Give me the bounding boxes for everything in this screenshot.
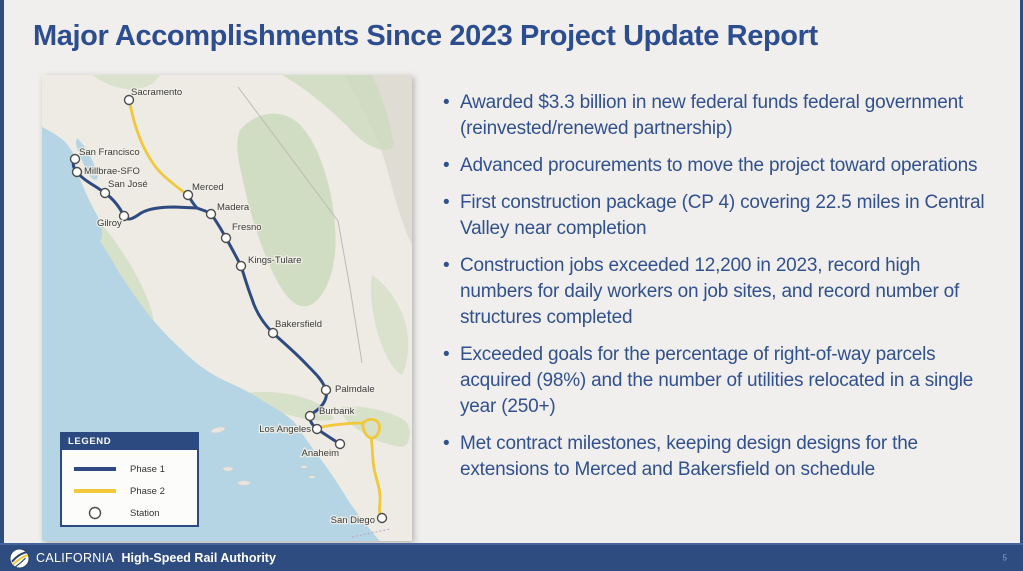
route-phase2-sacramento-merced	[127, 98, 190, 197]
legend-item-phase1: Phase 1	[72, 458, 197, 480]
terrain-green-east	[370, 275, 409, 375]
legend-label: Station	[130, 507, 160, 519]
legend-item-station: Station	[72, 502, 197, 524]
station-marker-fresno	[220, 232, 232, 244]
station-marker-gilroy	[118, 210, 130, 222]
station-marker-merced	[182, 189, 194, 201]
station-marker-madera	[205, 208, 217, 220]
phase2-line-swatch	[74, 489, 116, 493]
station-label: Gilroy	[97, 218, 122, 229]
bullet-item: Met contract milestones, keeping design …	[442, 431, 994, 483]
station-label: Fresno	[232, 222, 262, 233]
left-edge-bar	[0, 0, 4, 571]
station-marker-los-angeles	[311, 423, 323, 435]
terrain-green-north	[92, 75, 160, 90]
chsra-logo-icon	[9, 547, 30, 569]
page-number: 5	[1002, 553, 1007, 563]
bullet-item: First construction package (CP 4) coveri…	[442, 190, 994, 242]
legend-item-phase2: Phase 2	[72, 480, 197, 502]
route-phase2	[127, 98, 384, 520]
station-label: San Diego	[331, 515, 375, 526]
route-phase2-san-diego	[369, 436, 384, 520]
station-marker-san-jose	[99, 187, 111, 199]
accomplishments-list: Awarded $3.3 billion in new federal fund…	[442, 90, 994, 494]
station-label: Bakersfield	[275, 319, 322, 330]
station-label: Sacramento	[131, 87, 182, 98]
brand-california: CALIFORNIA	[36, 551, 115, 565]
station-label: Los Angeles	[259, 424, 311, 435]
california-route-map: Sacramento San Francisco Millbrae-SFO Sa…	[42, 75, 412, 541]
terrain-sierra-nevada	[237, 113, 336, 307]
station-label: San Francisco	[79, 147, 140, 158]
station-marker-bakersfield	[267, 327, 279, 339]
station-labels: Sacramento San Francisco Millbrae-SFO Sa…	[78, 86, 377, 528]
state-border-line	[237, 86, 363, 364]
footer-brand: CALIFORNIA High-Speed Rail Authority	[36, 551, 276, 565]
bullet-item: Awarded $3.3 billion in new federal fund…	[442, 90, 994, 142]
legend-label: Phase 1	[130, 463, 165, 475]
right-edge-bar	[1020, 0, 1023, 571]
station-label: Burbank	[319, 406, 355, 417]
station-markers	[69, 94, 388, 524]
bullet-item: Exceeded goals for the percentage of rig…	[442, 342, 994, 420]
station-marker-palmdale	[320, 384, 332, 396]
legend-title: LEGEND	[62, 434, 197, 450]
station-circle-swatch	[88, 506, 102, 520]
bullet-item: Advanced procurements to move the projec…	[442, 153, 994, 179]
terrain-coastal-range	[97, 223, 154, 328]
station-label: Merced	[192, 182, 224, 193]
channel-islands	[210, 426, 316, 486]
brand-authority: High-Speed Rail Authority	[121, 551, 276, 565]
san-francisco-bay	[76, 138, 98, 180]
mexico-border-line	[351, 528, 391, 538]
footer-bar: CALIFORNIA High-Speed Rail Authority 5	[0, 543, 1023, 571]
station-label: Millbrae-SFO	[84, 166, 140, 177]
route-phase2-la-east	[319, 421, 365, 429]
station-marker-sacramento	[123, 94, 135, 106]
station-label: Anaheim	[302, 448, 340, 459]
station-marker-san-diego	[376, 512, 388, 524]
station-label: Palmdale	[335, 384, 375, 395]
terrain-gray-northeast	[344, 75, 412, 245]
station-marker-anaheim	[334, 438, 346, 450]
station-marker-kings-tulare	[235, 260, 247, 272]
phase1-line-swatch	[74, 467, 116, 471]
page-title: Major Accomplishments Since 2023 Project…	[33, 20, 818, 52]
bullet-item: Construction jobs exceeded 12,200 in 202…	[442, 253, 994, 331]
station-marker-burbank	[304, 410, 316, 422]
station-marker-san-francisco	[69, 153, 81, 165]
station-label: San José	[108, 179, 148, 190]
legend-label: Phase 2	[130, 485, 165, 497]
terrain-san-bernardino	[340, 406, 410, 447]
route-phase2-inland-loop	[361, 417, 381, 440]
station-marker-millbrae-sfo	[71, 166, 83, 178]
station-label: Madera	[217, 202, 250, 213]
station-label: Kings-Tulare	[248, 255, 302, 266]
legend: LEGEND Phase 1 Phase 2 Station	[60, 432, 199, 527]
terrain-green-northeast	[282, 75, 394, 150]
